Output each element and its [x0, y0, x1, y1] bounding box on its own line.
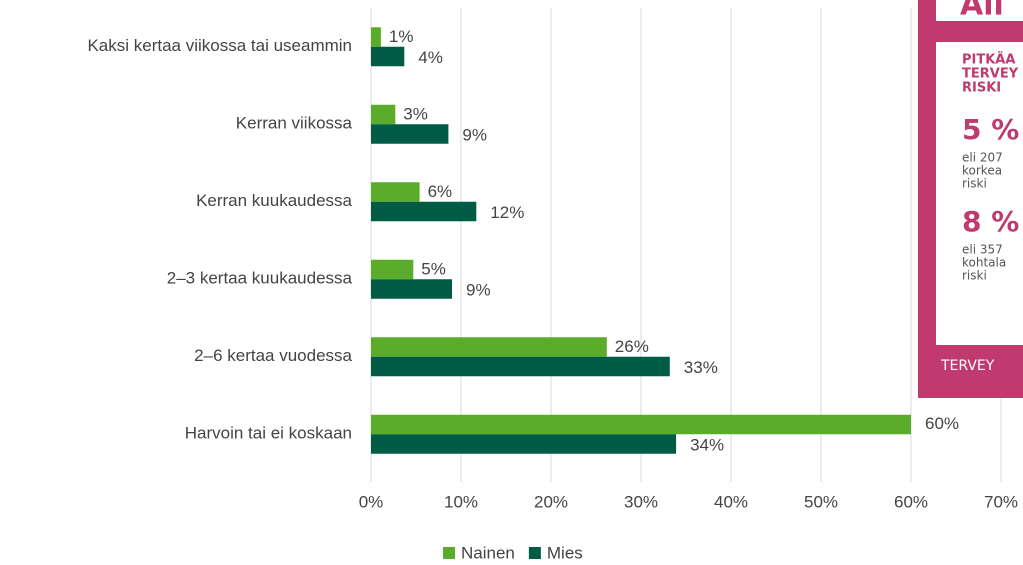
bar	[371, 337, 607, 357]
value-label: 9%	[462, 126, 487, 145]
value-label: 9%	[466, 281, 491, 300]
legend-label: Mies	[547, 543, 583, 562]
value-label: 3%	[403, 105, 428, 124]
y-tick-label: 2–3 kertaa kuukaudessa	[167, 269, 353, 288]
y-tick-label: 2–6 kertaa vuodessa	[194, 346, 352, 365]
panel-text: 5 %	[962, 113, 1019, 146]
panel-text: TERVEY	[962, 67, 1019, 82]
x-tick-label: 20%	[534, 492, 568, 511]
panel-text: TERVEY	[940, 358, 995, 374]
bar	[371, 27, 381, 47]
bar	[371, 124, 449, 144]
panel-top	[936, 0, 1023, 21]
bar	[371, 414, 911, 435]
y-tick-label: Kerran viikossa	[236, 114, 353, 133]
bar	[371, 182, 420, 202]
panel-text: kohtala	[962, 256, 1006, 270]
legend-swatch	[443, 547, 455, 559]
bar	[371, 201, 477, 222]
value-label: 26%	[615, 337, 649, 356]
value-label: 5%	[421, 260, 446, 279]
y-tick-label: Kaksi kertaa viikossa tai useammin	[87, 36, 352, 55]
panel-text: PITKÄA	[962, 52, 1015, 68]
x-tick-label: 60%	[894, 492, 928, 511]
value-label: 34%	[690, 436, 724, 455]
x-tick-label: 50%	[804, 492, 838, 511]
bar	[371, 104, 396, 125]
panel-text: riski	[962, 269, 987, 283]
panel-text: riski	[962, 177, 987, 191]
panel-text: eli 207	[962, 151, 1003, 165]
plot-area: 0% 10% 20% 30% 40% 50% 60% 70% Kaksi kertaa viik…	[87, 8, 1018, 562]
x-tick-label: 70%	[984, 492, 1018, 511]
x-tick-label: 0%	[359, 492, 384, 511]
panel-text: RISKI	[962, 81, 1001, 96]
panel-text: Ali	[960, 0, 1004, 23]
value-label: 4%	[418, 48, 443, 67]
legend-swatch	[528, 547, 541, 559]
bar	[371, 356, 670, 377]
x-tick-label: 30%	[624, 492, 658, 511]
panel-text: 8 %	[962, 205, 1019, 238]
y-tick-label: Harvoin tai ei koskaan	[185, 424, 352, 443]
value-label: 60%	[925, 414, 959, 433]
bar	[371, 434, 677, 454]
y-tick-label: Kerran kuukaudessa	[196, 191, 352, 210]
bar	[371, 46, 405, 67]
legend-label: Nainen	[461, 543, 515, 562]
panel-body	[936, 42, 1023, 345]
bar	[371, 259, 414, 280]
bar	[371, 279, 452, 299]
panel-text: eli 357	[962, 243, 1003, 257]
x-tick-label: 10%	[444, 492, 478, 511]
value-label: 1%	[389, 27, 414, 46]
value-label: 12%	[490, 203, 524, 222]
value-label: 6%	[428, 182, 453, 201]
x-tick-label: 40%	[714, 492, 748, 511]
panel-text: korkea	[962, 164, 1002, 178]
value-label: 33%	[684, 358, 718, 377]
